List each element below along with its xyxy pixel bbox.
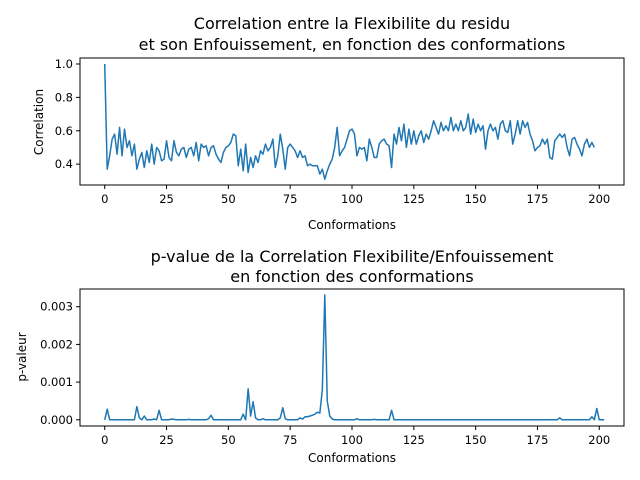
x-tick-label: 100 [341, 433, 363, 447]
x-tick-label: 0 [101, 433, 108, 447]
x-tick-label: 175 [526, 192, 548, 206]
y-tick-label: 0.6 [55, 124, 73, 138]
y-tick-label: 1.0 [55, 57, 73, 71]
x-tick-label: 200 [588, 192, 610, 206]
x-tick-label: 25 [159, 433, 174, 447]
x-tick-label: 150 [465, 433, 487, 447]
y-axis-label: p-valeur [15, 332, 29, 381]
x-axis-label: Conformations [308, 451, 396, 465]
plot-frame [79, 57, 625, 186]
x-tick-label: 75 [283, 433, 298, 447]
x-tick-label: 75 [283, 192, 298, 206]
y-tick-label: 0.000 [40, 413, 73, 427]
x-tick-label: 50 [221, 192, 236, 206]
y-axis-label: Correlation [32, 89, 46, 155]
series-line [103, 294, 605, 421]
chart-title-line-2: et son Enfouissement, en fonction des co… [139, 35, 566, 54]
y-tick-label: 0.003 [40, 300, 73, 314]
x-tick-label: 100 [341, 192, 363, 206]
tick-group: 0 25 50 75 100 125 150 175 200 0.000 0.001 0.002 0.0… [40, 300, 610, 447]
x-tick-label: 0 [101, 192, 108, 206]
x-tick-label: 175 [526, 433, 548, 447]
y-tick-label: 0.002 [40, 337, 73, 351]
plot-frame [79, 288, 625, 427]
chart-title-line-2: en fonction des conformations [230, 267, 473, 286]
chart-title-line-1: p-value de la Correlation Flexibilite/En… [151, 247, 554, 266]
x-tick-label: 125 [403, 192, 425, 206]
x-tick-label: 150 [465, 192, 487, 206]
y-tick-label: 0.001 [40, 375, 73, 389]
x-axis-label: Conformations [308, 218, 396, 232]
y-tick-label: 0.8 [55, 90, 73, 104]
tick-group: 0 25 50 75 100 125 150 175 200 0.4 0.6 0.8 1.0 [55, 57, 611, 206]
correlation-chart: Correlation entre la Flexibilite du resi… [32, 14, 625, 232]
x-tick-label: 125 [403, 433, 425, 447]
x-tick-label: 50 [221, 433, 236, 447]
series-line [103, 63, 596, 180]
p-value-chart: p-value de la Correlation Flexibilite/En… [15, 247, 625, 465]
x-tick-label: 25 [159, 192, 174, 206]
y-tick-label: 0.4 [55, 157, 73, 171]
chart-title-line-1: Correlation entre la Flexibilite du resi… [194, 14, 510, 33]
x-tick-label: 200 [588, 433, 610, 447]
